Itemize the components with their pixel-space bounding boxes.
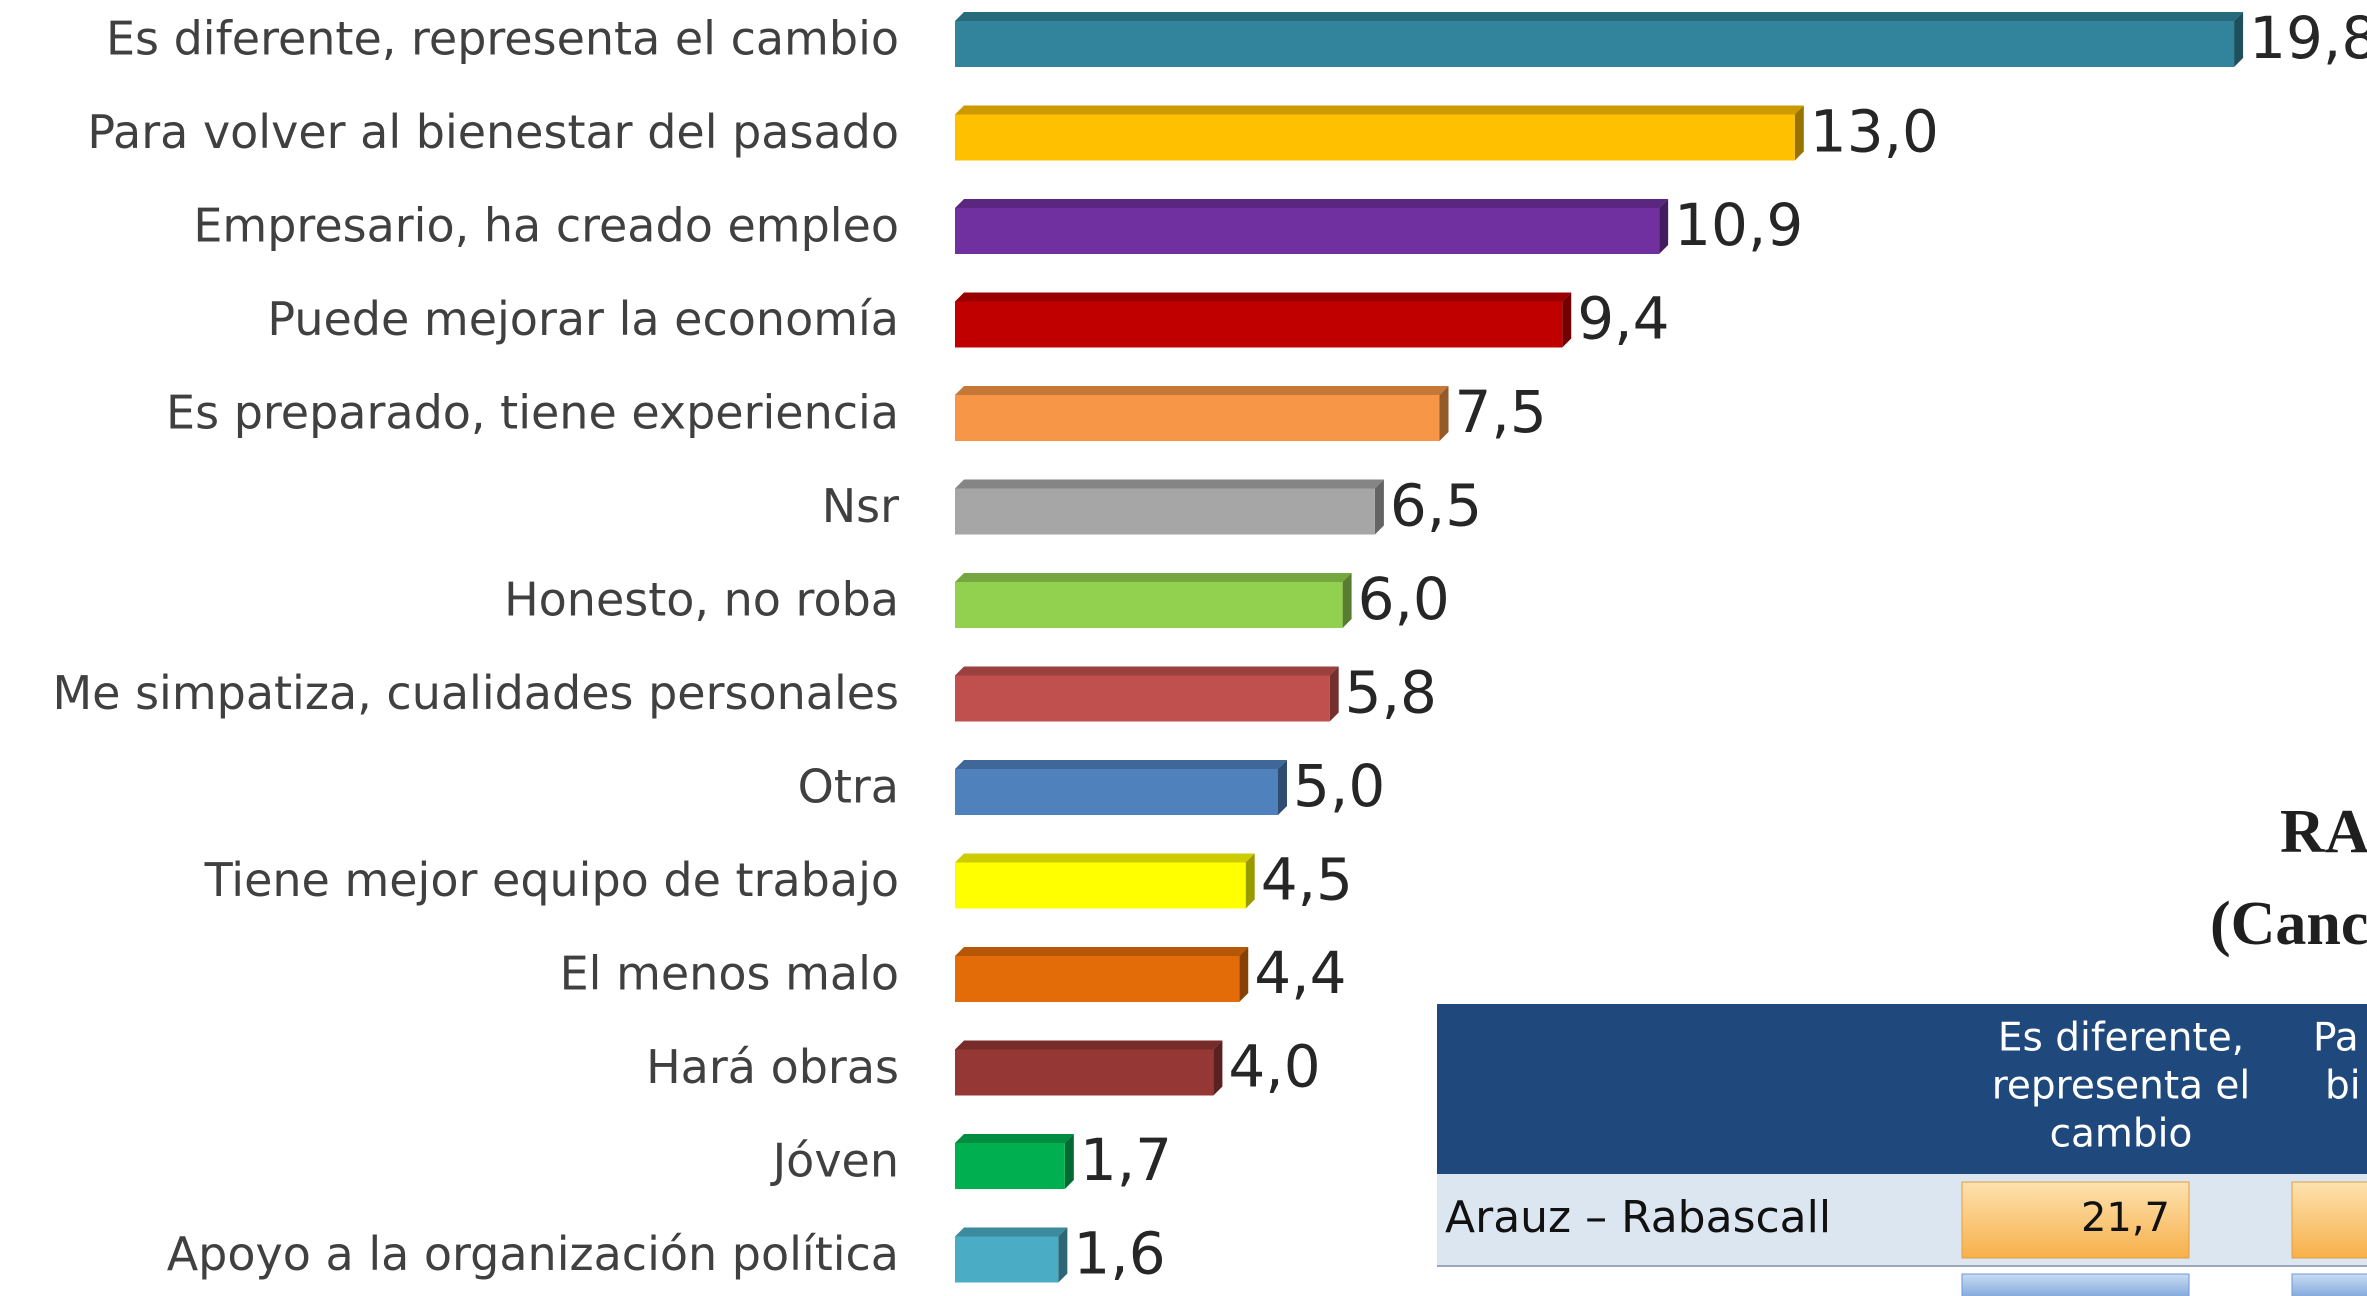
data-label: 5,8 [1345,659,1437,727]
bar [955,395,1440,441]
cell-bg [1961,1273,2190,1296]
data-label: 5,0 [1293,752,1385,820]
table-title: RA [2280,798,2367,866]
category-label: Otra [798,760,899,814]
header-cell: cambio [2050,1112,2193,1157]
bar-side [1659,199,1669,254]
bar-chart: Es diferente, representa el cambio 19,8 Pa… [52,4,2367,1288]
category-label: Para volver al bienestar del pasado [87,105,899,159]
bar [955,21,2235,67]
bar-side [1329,666,1339,722]
data-label: 1,6 [1073,1220,1165,1288]
data-label: 4,5 [1261,846,1353,914]
header-cell: Pa [2313,1016,2359,1061]
category-label: Es diferente, representa el cambio [106,12,899,66]
bar-side [1058,1227,1068,1283]
bar [955,301,1563,348]
bar [955,582,1343,628]
bar [955,1236,1059,1283]
bar [955,769,1278,815]
table: RA (Canc Es diferente, representa el cam… [1437,798,2367,1296]
category-label: Empresario, ha creado empleo [193,199,899,253]
header-cell: bi [2325,1064,2361,1109]
bar-side [2234,12,2244,67]
table-header-bg [1437,1004,2367,1174]
data-label: 4,0 [1228,1033,1320,1101]
category-label: Puede mejorar la economía [267,292,899,346]
category-label: Me simpatiza, cualidades personales [52,666,899,720]
bar-side [1562,292,1572,348]
bar [955,862,1246,909]
bar-top [955,573,1352,582]
table-row-bg [1437,1174,2367,1266]
data-label: 9,4 [1577,285,1669,353]
category-label: Jóven [770,1134,899,1188]
category-label: Nsr [822,479,899,533]
category-label: Hará obras [646,1040,899,1094]
bar-top [955,12,2244,21]
data-label: 10,9 [1674,191,1803,259]
category-label: Apoyo a la organización política [167,1227,899,1281]
data-label: 4,4 [1254,939,1346,1007]
bar-side [1342,573,1352,628]
bar-side [1064,1134,1074,1189]
bar [955,675,1330,722]
header-cell: representa el [1992,1064,2251,1109]
table-title: (Canc [2210,890,2367,958]
data-label: 1,7 [1080,1126,1172,1194]
bar [955,208,1660,254]
bar-top [955,386,1449,395]
bar-top [955,666,1339,676]
bar-side [1794,105,1804,161]
header-cell: Es diferente, [1998,1016,2244,1061]
cell-bg [2291,1273,2367,1296]
bar-top [955,479,1384,489]
cell-bg [2291,1181,2367,1259]
bar [955,956,1240,1002]
category-label: Honesto, no roba [504,573,899,627]
data-label: 6,0 [1358,565,1450,633]
bar-top [955,105,1804,115]
bar-side [1278,760,1287,815]
bar-top [955,853,1255,863]
bar [955,114,1795,161]
bar-top [955,1040,1223,1050]
cell-bg [1961,1181,2190,1259]
bar-top [955,199,1669,208]
bar [955,1049,1214,1096]
bar-top [955,760,1287,769]
bar-side [1239,947,1249,1002]
data-label: 13,0 [1810,98,1939,166]
bar-top [955,1227,1068,1237]
table-row-bg [1437,1266,2367,1296]
bar [955,1143,1065,1189]
bar [955,488,1375,535]
category-label: El menos malo [560,947,899,1001]
bar-top [955,292,1572,302]
row-label: Arauz – Rabascall [1445,1192,1831,1243]
bar-side [1374,479,1384,535]
category-label: Es preparado, tiene experiencia [166,386,899,440]
data-label: 6,5 [1390,472,1482,540]
data-label: 19,8 [2249,4,2367,72]
bar-side [1213,1040,1223,1096]
bar-top [955,1134,1074,1143]
bar-side [1245,853,1255,909]
category-label: Tiene mejor equipo de trabajo [204,853,899,907]
bar-top [955,947,1249,956]
data-label: 7,5 [1455,378,1547,446]
cell-value: 21,7 [2081,1195,2170,1241]
bar-side [1439,386,1449,441]
